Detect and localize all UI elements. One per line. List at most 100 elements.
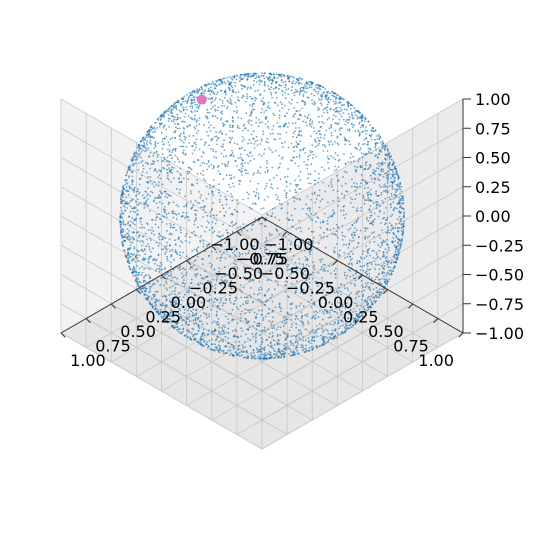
scatter-point (326, 329, 329, 332)
scatter-point (224, 82, 227, 85)
scatter-point (212, 126, 215, 129)
scatter-point (242, 276, 245, 279)
scatter-point (330, 155, 333, 158)
scatter-point (350, 323, 353, 326)
scatter-point (305, 203, 307, 206)
scatter-point (328, 141, 331, 144)
scatter-point (266, 106, 269, 109)
scatter-point (209, 148, 212, 150)
scatter-point (138, 280, 141, 283)
scatter-point (355, 182, 358, 185)
scatter-point (222, 340, 224, 343)
scatter-point (382, 288, 385, 291)
scatter-point (245, 169, 247, 172)
scatter-point (289, 243, 292, 246)
scatter-point (193, 101, 196, 104)
scatter-point (278, 199, 281, 202)
scatter-point (345, 302, 348, 304)
scatter-point (353, 185, 356, 188)
scatter-point (161, 268, 163, 271)
scatter-point (265, 300, 267, 303)
scatter-point (216, 143, 218, 146)
scatter-point (224, 326, 226, 329)
scatter-point (355, 170, 357, 173)
scatter-point (333, 103, 336, 105)
scatter-point (396, 202, 399, 205)
scatter-point (131, 198, 134, 201)
scatter-point (197, 107, 200, 110)
scatter-point (166, 110, 168, 113)
scatter-point (382, 239, 385, 242)
scatter-point (262, 130, 264, 133)
scatter-point (263, 84, 266, 87)
scatter-point (352, 231, 355, 234)
scatter-point (172, 166, 175, 169)
scatter-point (400, 229, 403, 232)
scatter-point (137, 259, 140, 262)
scatter-point (345, 243, 348, 246)
scatter-point (280, 89, 283, 92)
scatter-point (126, 254, 129, 257)
scatter-point (175, 218, 178, 221)
scatter-point (268, 252, 271, 255)
scatter-point (315, 132, 318, 135)
scatter-point (157, 254, 160, 257)
scatter-point (239, 351, 241, 354)
scatter-point (374, 177, 376, 180)
scatter-point (196, 182, 199, 185)
scatter-point (263, 354, 266, 357)
scatter-point (350, 161, 352, 164)
scatter-point (182, 161, 184, 164)
scatter-point (400, 186, 402, 188)
scatter-point (343, 194, 346, 197)
scatter-point (162, 127, 165, 129)
scatter-point (335, 109, 338, 112)
scatter-point (288, 239, 291, 242)
scatter-point (143, 203, 146, 206)
scatter-point (191, 312, 194, 314)
scatter-point (197, 323, 200, 326)
scatter-point (241, 84, 244, 87)
scatter-point (274, 138, 277, 141)
scatter-point (221, 110, 223, 113)
scatter-point (295, 307, 298, 309)
scatter-point (122, 220, 125, 222)
scatter-point (211, 100, 214, 103)
scatter-point (212, 214, 215, 217)
scatter-point (214, 104, 216, 107)
scatter-point (143, 226, 146, 229)
scatter-point (175, 106, 178, 109)
scatter-point (329, 215, 332, 218)
scatter-point (164, 304, 166, 307)
scatter-point (199, 338, 202, 341)
scatter-point (284, 322, 286, 325)
scatter-point (297, 78, 300, 81)
scatter-point (339, 325, 342, 328)
scatter-point (295, 141, 298, 143)
scatter-point (200, 138, 202, 141)
scatter-point (201, 283, 204, 285)
scatter-point (166, 255, 169, 258)
scatter-point (333, 269, 336, 272)
scatter-point (291, 219, 294, 222)
scatter-point (252, 262, 255, 265)
scatter-point (326, 220, 329, 222)
scatter-point (217, 137, 220, 139)
scatter-point (273, 349, 275, 351)
scatter-point (140, 217, 143, 219)
scatter-point (326, 155, 329, 158)
scatter-point (263, 326, 266, 329)
scatter-point (183, 115, 186, 118)
scatter-point (371, 232, 373, 235)
scatter-point (307, 227, 310, 230)
scatter-point (247, 162, 250, 165)
scatter-point (337, 166, 340, 169)
scatter-point (298, 81, 301, 84)
scatter-point (378, 138, 381, 141)
scatter-point (294, 292, 297, 294)
scatter-point (257, 263, 259, 266)
scatter-point (147, 243, 150, 245)
scatter-point (380, 222, 382, 224)
scatter-point (395, 262, 398, 264)
scatter-point (403, 213, 405, 216)
